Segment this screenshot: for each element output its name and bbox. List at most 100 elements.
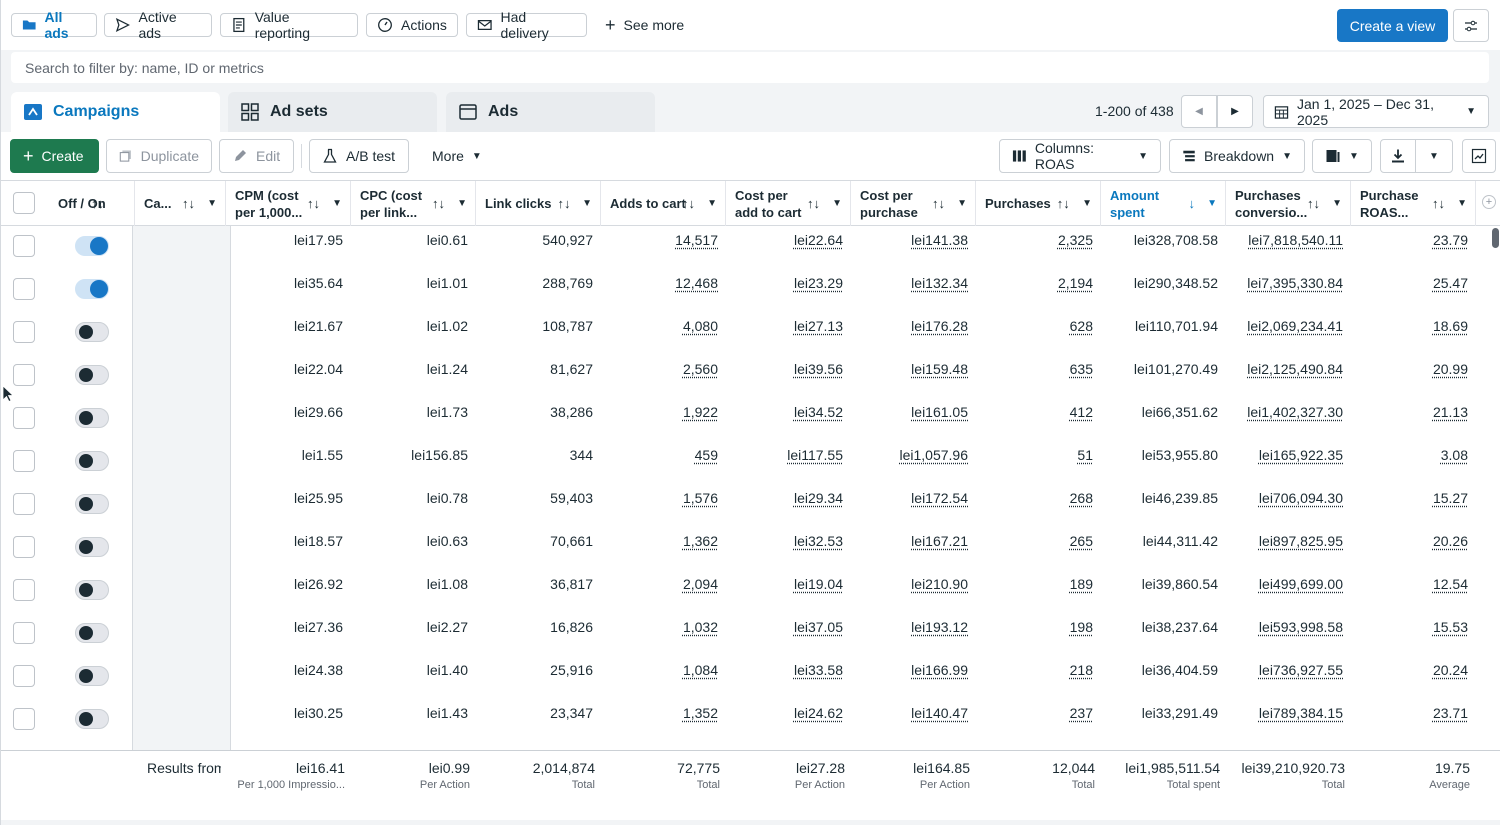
filter-value-reporting[interactable]: Value reporting	[220, 13, 358, 37]
column-header[interactable]: Purchases conversio... ↑↓ ▼	[1226, 181, 1351, 226]
cell-purch[interactable]: 218	[1070, 662, 1093, 678]
cell-roas[interactable]: 20.26	[1433, 533, 1468, 549]
filter-settings-button[interactable]	[1453, 9, 1489, 42]
column-menu-icon[interactable]: ▼	[1082, 195, 1092, 212]
filter-active-ads[interactable]: Active ads	[104, 13, 212, 37]
next-page-button[interactable]: ▶	[1217, 95, 1253, 128]
on-off-toggle[interactable]	[75, 236, 109, 256]
cell-cpp[interactable]: lei167.21	[911, 533, 968, 549]
sort-icon[interactable]: ↑↓	[1432, 195, 1445, 212]
cell-conv[interactable]: lei499,699.00	[1259, 576, 1343, 592]
row-checkbox[interactable]	[13, 278, 35, 300]
cell-cpp[interactable]: lei176.28	[911, 318, 968, 334]
column-header[interactable]: CPM (cost per 1,000... ↑↓ ▼	[226, 181, 351, 226]
cell-cpp[interactable]: lei1,057.96	[899, 447, 968, 463]
cell-conv[interactable]: lei789,384.15	[1259, 705, 1343, 721]
sort-icon[interactable]: ↑↓	[557, 195, 570, 212]
column-header[interactable]: Link clicks ↑↓ ▼	[476, 181, 601, 226]
row-checkbox[interactable]	[13, 622, 35, 644]
cell-atc[interactable]: 1,032	[683, 619, 718, 635]
row-checkbox[interactable]	[13, 235, 35, 257]
export-menu-button[interactable]: ▼	[1415, 139, 1453, 173]
on-off-toggle[interactable]	[75, 623, 109, 643]
breakdown-button[interactable]: Breakdown ▼	[1169, 139, 1305, 173]
cell-atc[interactable]: 1,576	[683, 490, 718, 506]
cell-conv[interactable]: lei2,125,490.84	[1247, 361, 1343, 377]
column-menu-icon[interactable]: ▼	[582, 195, 592, 212]
cell-atc[interactable]: 2,560	[683, 361, 718, 377]
on-off-toggle[interactable]	[75, 537, 109, 557]
on-off-toggle[interactable]	[75, 279, 109, 299]
on-off-toggle[interactable]	[75, 709, 109, 729]
cell-cpp[interactable]: lei141.38	[911, 232, 968, 248]
cell-cpatc[interactable]: lei32.53	[794, 533, 843, 549]
cell-purch[interactable]: 265	[1070, 533, 1093, 549]
cell-roas[interactable]: 20.99	[1433, 361, 1468, 377]
row-checkbox[interactable]	[13, 321, 35, 343]
cell-cpatc[interactable]: lei27.13	[794, 318, 843, 334]
cell-purch[interactable]: 635	[1070, 361, 1093, 377]
column-header[interactable]: Cost per add to cart ↑↓ ▼	[726, 181, 851, 226]
cell-atc[interactable]: 2,094	[683, 576, 718, 592]
column-menu-icon[interactable]: ▼	[957, 195, 967, 212]
cell-purch[interactable]: 2,194	[1058, 275, 1093, 291]
cell-cpp[interactable]: lei172.54	[911, 490, 968, 506]
tab-ads[interactable]: Ads	[446, 92, 655, 132]
column-menu-icon[interactable]: ▼	[1457, 195, 1467, 212]
cell-purch[interactable]: 628	[1070, 318, 1093, 334]
cell-purch[interactable]: 2,325	[1058, 232, 1093, 248]
cell-conv[interactable]: lei897,825.95	[1259, 533, 1343, 549]
cell-roas[interactable]: 21.13	[1433, 404, 1468, 420]
cell-purch[interactable]: 198	[1070, 619, 1093, 635]
cell-atc[interactable]: 1,922	[683, 404, 718, 420]
on-off-toggle[interactable]	[75, 365, 109, 385]
cell-cpatc[interactable]: lei22.64	[794, 232, 843, 248]
column-header[interactable]: Cost per purchase ↑↓ ▼	[851, 181, 976, 226]
column-menu-icon[interactable]: ▼	[832, 195, 842, 212]
cell-roas[interactable]: 20.24	[1433, 662, 1468, 678]
cell-cpp[interactable]: lei161.05	[911, 404, 968, 420]
sort-icon[interactable]: ↑↓	[1057, 195, 1070, 212]
vertical-scrollbar[interactable]	[1492, 228, 1499, 248]
column-header[interactable]: Adds to cart ↑↓ ▼	[601, 181, 726, 226]
cell-roas[interactable]: 23.79	[1433, 232, 1468, 248]
cell-conv[interactable]: lei593,998.58	[1259, 619, 1343, 635]
cell-cpatc[interactable]: lei29.34	[794, 490, 843, 506]
column-menu-icon[interactable]: ▼	[1332, 195, 1342, 212]
cell-cpatc[interactable]: lei37.05	[794, 619, 843, 635]
add-column-icon[interactable]: +	[1482, 195, 1496, 209]
create-button[interactable]: + Create	[10, 139, 99, 173]
sort-icon[interactable]: ↑↓	[1307, 195, 1320, 212]
row-checkbox[interactable]	[13, 579, 35, 601]
column-menu-icon[interactable]: ▼	[207, 195, 217, 212]
tab-campaigns[interactable]: Campaigns	[11, 92, 220, 132]
on-off-toggle[interactable]	[75, 408, 109, 428]
cell-atc[interactable]: 14,517	[675, 232, 718, 248]
row-checkbox[interactable]	[13, 665, 35, 687]
column-header[interactable]: Ca... ↑↓ ▼	[135, 181, 226, 226]
cell-purch[interactable]: 237	[1070, 705, 1093, 721]
duplicate-button[interactable]: Duplicate	[106, 139, 212, 173]
cell-cpp[interactable]: lei132.34	[911, 275, 968, 291]
export-button[interactable]	[1380, 139, 1416, 173]
cell-purch[interactable]: 51	[1077, 447, 1093, 463]
sort-icon[interactable]: ↑↓	[932, 195, 945, 212]
cell-atc[interactable]: 1,362	[683, 533, 718, 549]
cell-purch[interactable]: 268	[1070, 490, 1093, 506]
cell-conv[interactable]: lei7,395,330.84	[1247, 275, 1343, 291]
column-header[interactable]: Purchase ROAS... ↑↓ ▼	[1351, 181, 1476, 226]
cell-cpp[interactable]: lei210.90	[911, 576, 968, 592]
sort-icon[interactable]: ↑↓	[682, 195, 695, 212]
column-header[interactable]: CPC (cost per link... ↑↓ ▼	[351, 181, 476, 226]
column-header[interactable]: Purchases ↑↓ ▼	[976, 181, 1101, 226]
cell-cpatc[interactable]: lei24.62	[794, 705, 843, 721]
cell-conv[interactable]: lei1,402,327.30	[1247, 404, 1343, 420]
row-checkbox[interactable]	[13, 407, 35, 429]
cell-roas[interactable]: 3.08	[1441, 447, 1468, 463]
row-checkbox[interactable]	[13, 364, 35, 386]
cell-cpp[interactable]: lei193.12	[911, 619, 968, 635]
row-checkbox[interactable]	[13, 493, 35, 515]
prev-page-button[interactable]: ◀	[1181, 95, 1217, 128]
cell-conv[interactable]: lei7,818,540.11	[1248, 232, 1343, 248]
cell-atc[interactable]: 1,084	[683, 662, 718, 678]
